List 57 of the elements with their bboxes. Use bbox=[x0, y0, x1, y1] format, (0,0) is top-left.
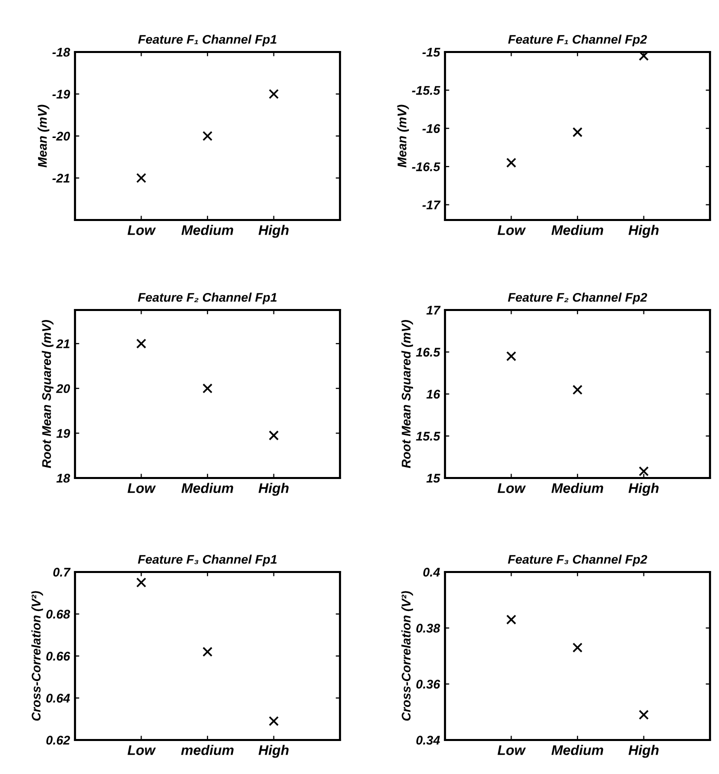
x-tick-label: Low bbox=[128, 225, 156, 236]
x-tick-label: Medium bbox=[552, 482, 604, 494]
y-tick-label: 19 bbox=[56, 429, 70, 438]
y-axis-title: Cross-Correlation (V²) bbox=[31, 591, 44, 721]
y-tick-label: 20 bbox=[56, 384, 70, 394]
x-tick-label: Medium bbox=[182, 224, 234, 236]
y-tick-label: 17 bbox=[426, 306, 441, 315]
x-tick-label: Low bbox=[128, 483, 156, 494]
x-tick-label: Low bbox=[498, 225, 526, 236]
y-tick-label: 0.66 bbox=[46, 652, 70, 661]
chart-title: Feature F₂ Channel Fp1 bbox=[138, 292, 277, 304]
y-tick-label: -17 bbox=[422, 200, 441, 210]
x-tick-label: Medium bbox=[182, 482, 234, 494]
y-axis-title: Mean (mV) bbox=[38, 104, 50, 168]
chart-title: Feature F₃ Channel Fp1 bbox=[138, 554, 277, 566]
y-axis-title: Cross-Correlation (V²) bbox=[401, 591, 414, 721]
y-tick-label: 0.62 bbox=[46, 736, 70, 745]
y-tick-label: 21 bbox=[56, 339, 70, 348]
chart-title: Feature F₃ Channel Fp2 bbox=[508, 554, 648, 566]
y-tick-label: 0.4 bbox=[423, 568, 440, 577]
y-tick-label: -19 bbox=[52, 90, 70, 99]
y-tick-label: 0.64 bbox=[46, 694, 70, 703]
y-tick-label: 0.7 bbox=[53, 568, 71, 577]
y-tick-label: 16.5 bbox=[416, 348, 440, 357]
x-tick-label: Medium bbox=[552, 224, 604, 236]
y-tick-label: 18 bbox=[56, 474, 70, 483]
x-tick-label: medium bbox=[181, 744, 234, 756]
x-tick-label: Low bbox=[128, 745, 156, 756]
y-tick-label: -15.5 bbox=[412, 86, 440, 95]
y-tick-label: 0.38 bbox=[416, 624, 440, 633]
y-tick-label: 15 bbox=[426, 474, 440, 483]
y-tick-label: -15 bbox=[422, 48, 440, 57]
chart-title: Feature F₁ Channel Fp2 bbox=[508, 34, 647, 46]
x-tick-label: Low bbox=[498, 745, 526, 756]
y-axis-title: Root Mean Squared (mV) bbox=[42, 320, 54, 468]
x-tick-label: High bbox=[258, 224, 289, 238]
y-tick-label: 0.34 bbox=[416, 736, 440, 745]
y-tick-label: 0.68 bbox=[46, 610, 70, 619]
y-tick-label: 15.5 bbox=[416, 432, 440, 441]
y-tick-label: 16 bbox=[426, 390, 440, 399]
y-axis-title: Root Mean Squared (mV) bbox=[401, 320, 414, 468]
x-tick-label: High bbox=[628, 482, 659, 496]
x-tick-label: Low bbox=[498, 483, 526, 494]
y-tick-label: -16 bbox=[422, 124, 440, 134]
x-tick-label: High bbox=[628, 744, 659, 758]
chart-title: Feature F₂ Channel Fp2 bbox=[508, 292, 648, 304]
x-tick-label: High bbox=[258, 744, 289, 758]
x-tick-label: High bbox=[258, 482, 289, 496]
chart-title: Feature F₁ Channel Fp1 bbox=[138, 34, 276, 46]
y-tick-label: -20 bbox=[52, 132, 70, 141]
y-tick-label: -16.5 bbox=[412, 162, 440, 172]
y-tick-label: -18 bbox=[52, 48, 70, 57]
y-tick-label: -21 bbox=[52, 174, 70, 183]
y-tick-label: 0.36 bbox=[416, 680, 440, 689]
x-tick-label: High bbox=[628, 224, 659, 238]
x-tick-label: Medium bbox=[552, 744, 604, 756]
y-axis-title: Mean (mV) bbox=[397, 104, 409, 168]
